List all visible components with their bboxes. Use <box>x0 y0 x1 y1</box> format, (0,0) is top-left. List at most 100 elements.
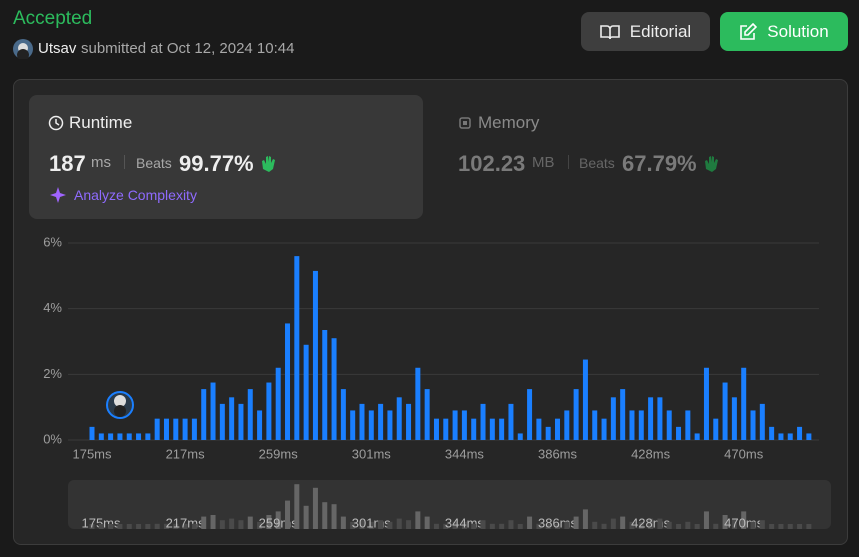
bar <box>173 418 179 440</box>
bar <box>564 410 570 440</box>
memory-beats-label: Beats <box>579 155 615 171</box>
mini-bar <box>89 524 95 529</box>
mini-bar <box>685 521 691 529</box>
mini-bar <box>582 509 588 529</box>
bar <box>648 397 654 440</box>
bar <box>703 367 709 440</box>
mini-bar <box>238 520 244 529</box>
mini-bar <box>201 516 207 529</box>
bar <box>741 367 747 440</box>
bar <box>257 410 263 440</box>
mini-bar <box>163 523 169 529</box>
bar <box>415 367 421 440</box>
mini-bar <box>508 520 514 529</box>
marker-part <box>114 405 126 417</box>
bar <box>471 418 477 440</box>
bar <box>713 418 719 440</box>
mini-bar <box>731 518 737 529</box>
mini-bar <box>359 520 365 529</box>
mini-bar <box>182 523 188 529</box>
editorial-button[interactable]: Editorial <box>581 12 710 51</box>
bar <box>610 397 616 440</box>
mini-bar <box>573 516 579 529</box>
mini-bar <box>527 516 533 529</box>
mini-bar <box>406 520 412 529</box>
clap-icon <box>262 156 275 172</box>
bar <box>620 389 626 440</box>
range-slider[interactable] <box>68 480 831 529</box>
mini-bar <box>722 515 728 529</box>
bar <box>527 389 533 440</box>
x-tick-label: 259ms <box>259 446 299 461</box>
solution-button[interactable]: Solution <box>720 12 848 51</box>
mini-bar <box>461 521 467 529</box>
mini-bar <box>601 523 607 529</box>
mini-bar <box>759 520 765 529</box>
bar <box>163 418 169 440</box>
mini-tick-label: 344ms <box>445 515 485 530</box>
bar <box>582 359 588 440</box>
bar <box>545 426 551 440</box>
mini-bar <box>499 523 505 529</box>
mini-bar <box>666 521 672 529</box>
bar <box>443 418 449 440</box>
mini-bar <box>713 523 719 529</box>
bar <box>406 403 412 440</box>
bar <box>266 382 272 440</box>
bar <box>480 403 486 440</box>
mini-bar <box>350 521 356 529</box>
runtime-value: 187 <box>49 151 86 176</box>
mini-bar <box>797 524 803 529</box>
mini-bar <box>126 524 132 529</box>
mini-tick-label: 386ms <box>538 515 578 530</box>
mini-bar <box>629 521 635 529</box>
mini-bar <box>806 524 812 529</box>
mini-bar <box>592 521 598 529</box>
y-tick-label: 4% <box>43 300 62 315</box>
mini-bar <box>452 521 458 529</box>
user-name[interactable]: Utsav <box>38 40 77 57</box>
bar <box>396 397 402 440</box>
mini-bar <box>787 524 793 529</box>
edit-icon <box>740 22 758 40</box>
mini-bar <box>145 524 151 529</box>
bar <box>601 418 607 440</box>
bar <box>331 338 337 440</box>
runtime-card[interactable] <box>29 95 423 219</box>
mini-bar <box>257 521 263 529</box>
mini-bar <box>396 518 402 529</box>
bar <box>629 410 635 440</box>
mini-bar <box>769 524 775 529</box>
bar <box>517 433 523 440</box>
mini-bar <box>778 524 784 529</box>
bar <box>508 403 514 440</box>
bar <box>536 418 542 440</box>
bar <box>759 403 765 440</box>
memory-title[interactable]: Memory <box>478 113 540 132</box>
bar <box>592 410 598 440</box>
mini-bar <box>340 516 346 529</box>
analyze-link[interactable]: Analyze Complexity <box>74 187 197 203</box>
mini-bar <box>620 516 626 529</box>
runtime-title: Runtime <box>69 113 133 132</box>
bar <box>731 397 737 440</box>
mini-bar <box>312 487 318 529</box>
bar <box>219 403 225 440</box>
bar <box>340 389 346 440</box>
editorial-label: Editorial <box>629 21 692 41</box>
mini-bar <box>266 515 272 529</box>
mini-bar <box>191 523 197 529</box>
bar <box>322 330 328 440</box>
sparkle-icon <box>50 187 66 203</box>
user-marker <box>106 391 134 419</box>
mini-bar <box>564 521 570 529</box>
bar <box>312 270 318 440</box>
mini-tick-label: 259ms <box>259 515 299 530</box>
bar <box>126 433 132 440</box>
bar <box>285 323 291 440</box>
submitted-time: submitted at Oct 12, 2024 10:44 <box>81 40 295 57</box>
bar <box>797 426 803 440</box>
bar <box>275 367 281 440</box>
bar <box>303 344 309 440</box>
bar <box>350 410 356 440</box>
